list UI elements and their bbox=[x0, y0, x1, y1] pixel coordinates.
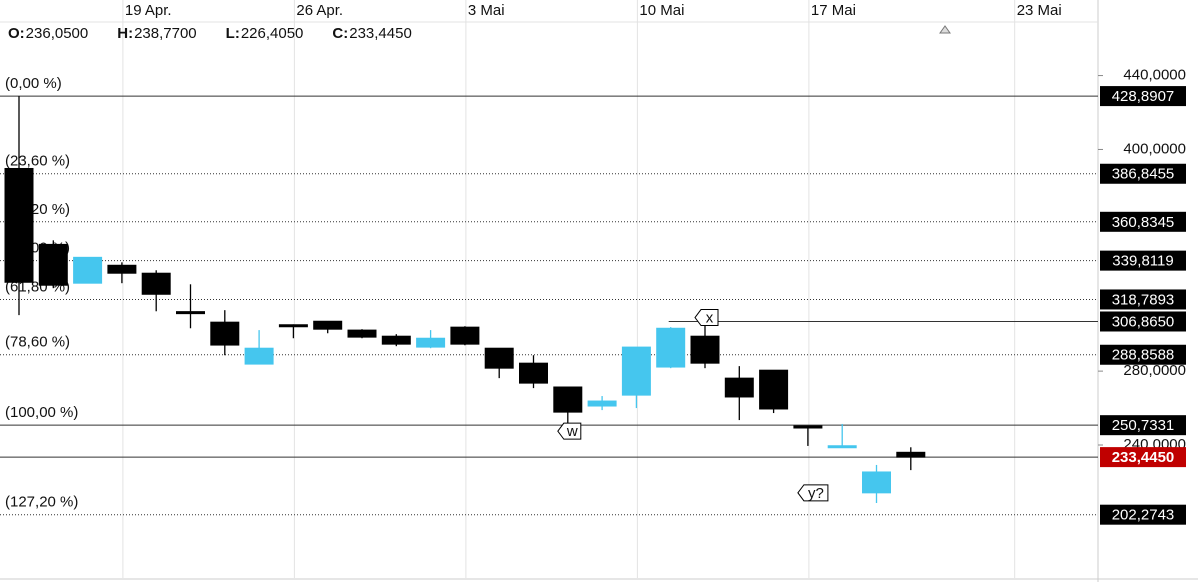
x-tick-label: 10 Mai bbox=[639, 2, 684, 19]
price-tag-label: 250,7331 bbox=[1112, 417, 1175, 434]
price-tag bbox=[1100, 504, 1186, 525]
price-tag bbox=[1100, 289, 1186, 310]
marker-label: w bbox=[566, 423, 578, 440]
price-tag bbox=[1100, 211, 1186, 232]
price-tag bbox=[1100, 415, 1186, 436]
candle-body bbox=[416, 337, 446, 348]
price-tag-label: 233,4450 bbox=[1112, 449, 1175, 466]
x-tick-label: 26 Apr. bbox=[296, 2, 343, 19]
candle-body bbox=[278, 324, 308, 328]
price-tag bbox=[1100, 163, 1186, 184]
marker-flag bbox=[797, 484, 829, 502]
x-tick-label: 23 Mai bbox=[1017, 2, 1062, 19]
candle-body bbox=[4, 167, 34, 283]
marker-label: x bbox=[706, 310, 714, 327]
candle-body bbox=[244, 347, 274, 365]
candle-body bbox=[450, 326, 480, 345]
candle-body bbox=[656, 327, 686, 368]
x-tick-label: 17 Mai bbox=[811, 2, 856, 19]
marker-flag bbox=[694, 309, 719, 327]
readout-value: 238,7700 bbox=[134, 25, 197, 42]
candle-body bbox=[724, 377, 754, 398]
readout-key: H: bbox=[117, 25, 133, 42]
price-tag bbox=[1100, 344, 1186, 365]
readout-key: C: bbox=[332, 25, 348, 42]
marker-label: y? bbox=[808, 485, 824, 502]
candle-body bbox=[73, 256, 103, 284]
y-tick-label: 400,0000 bbox=[1123, 140, 1186, 157]
price-tag-label: 339,8119 bbox=[1112, 253, 1173, 270]
level-name: (0,00 %) bbox=[5, 75, 62, 92]
readout-key: O: bbox=[8, 25, 25, 42]
price-tag-label: 428,8907 bbox=[1112, 88, 1175, 105]
readout-key: L: bbox=[226, 25, 240, 42]
level-name: (78,60 %) bbox=[5, 334, 70, 351]
candle-body bbox=[347, 329, 377, 338]
marker-flag bbox=[557, 422, 582, 440]
scroll-handle[interactable] bbox=[939, 25, 951, 34]
candle-body bbox=[827, 445, 857, 449]
price-tag-label: 360,8345 bbox=[1112, 214, 1175, 231]
y-tick-label: 440,0000 bbox=[1123, 67, 1186, 84]
level-name: (23,60 %) bbox=[5, 153, 70, 170]
price-tag bbox=[1100, 447, 1186, 468]
price-tag bbox=[1100, 311, 1186, 332]
price-tag bbox=[1100, 250, 1186, 271]
candle-body bbox=[759, 369, 789, 410]
candle-body bbox=[176, 311, 205, 315]
candle-body bbox=[793, 425, 823, 429]
candle-body bbox=[587, 400, 617, 407]
level-name: (100,00 %) bbox=[5, 404, 78, 421]
candle-body bbox=[621, 346, 651, 396]
y-tick-label: 280,0000 bbox=[1123, 362, 1186, 379]
x-tick-label: 19 Apr. bbox=[125, 2, 172, 19]
candle-body bbox=[313, 320, 343, 330]
level-name: (127,20 %) bbox=[5, 494, 78, 511]
readout-value: 236,0500 bbox=[26, 25, 89, 42]
candle-body bbox=[38, 243, 68, 286]
candle-body bbox=[896, 451, 926, 458]
price-tag-label: 306,8650 bbox=[1112, 313, 1175, 330]
readout-value: 233,4450 bbox=[349, 25, 412, 42]
price-tag-label: 386,8455 bbox=[1112, 166, 1175, 183]
readout-value: 226,4050 bbox=[241, 25, 304, 42]
candle-body bbox=[107, 264, 137, 274]
candle-body bbox=[381, 335, 411, 345]
candle-body bbox=[690, 335, 720, 364]
candle-body bbox=[210, 321, 240, 346]
price-tag-label: 202,2743 bbox=[1112, 507, 1175, 524]
candle-body bbox=[519, 362, 548, 384]
price-tag-label: 288,8588 bbox=[1112, 347, 1175, 364]
candle-body bbox=[484, 347, 514, 369]
price-tag bbox=[1100, 86, 1186, 107]
price-tag-label: 318,7893 bbox=[1112, 291, 1175, 308]
x-tick-label: 3 Mai bbox=[468, 2, 505, 19]
candle-body bbox=[862, 471, 891, 494]
candle-body bbox=[553, 386, 583, 413]
candle-body bbox=[141, 272, 171, 295]
